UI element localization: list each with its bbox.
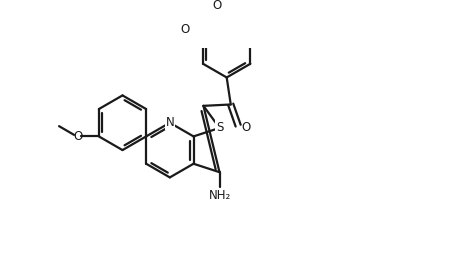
Text: O: O	[212, 0, 221, 12]
Text: O: O	[73, 130, 83, 143]
Text: NH₂: NH₂	[208, 189, 231, 202]
Text: O: O	[180, 23, 189, 36]
Text: S: S	[216, 121, 223, 134]
Text: O: O	[241, 121, 250, 134]
Text: N: N	[166, 116, 174, 129]
